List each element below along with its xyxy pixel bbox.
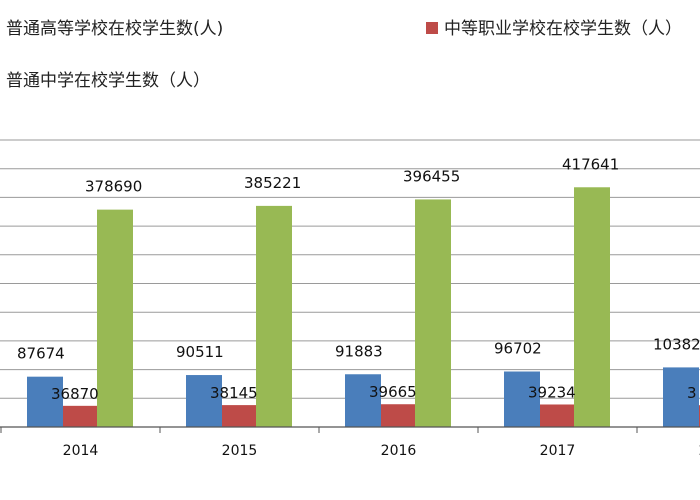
data-label: 378690	[85, 178, 142, 196]
data-label: 396455	[403, 167, 460, 185]
bars	[27, 187, 700, 427]
legend-label-middle-school: 普通中学在校学生数（人）	[6, 71, 210, 91]
bar	[186, 375, 222, 427]
x-tick-label: 2014	[63, 443, 99, 459]
data-label: 3	[687, 384, 697, 402]
x-tick-label: 2017	[540, 443, 576, 459]
bar	[222, 405, 258, 427]
legend-label-higher-education: 普通高等学校在校学生数(人)	[6, 19, 223, 39]
bar	[415, 199, 451, 427]
data-label: 39234	[528, 383, 576, 401]
bar	[97, 209, 133, 427]
data-label: 87674	[17, 345, 65, 363]
bar	[345, 374, 381, 427]
bar	[574, 187, 610, 427]
bar	[663, 367, 699, 427]
bar	[256, 205, 292, 427]
x-tick-label: 2018	[699, 443, 700, 459]
data-label: 90511	[176, 343, 224, 361]
legend-swatch-vocational	[426, 22, 438, 34]
x-tick-label: 2015	[222, 443, 258, 459]
x-tick-label: 2016	[381, 443, 417, 459]
data-label: 38145	[210, 384, 258, 402]
data-label: 417641	[562, 155, 619, 173]
legend-label-vocational: 中等职业学校在校学生数（人）	[444, 19, 682, 39]
data-label: 10382	[653, 335, 700, 353]
data-label: 91883	[335, 342, 383, 360]
bar	[540, 404, 576, 427]
value-labels: 8767436870378690905113814538522191883396…	[17, 155, 700, 403]
bar	[504, 371, 540, 427]
bar	[27, 376, 63, 427]
bar	[63, 405, 99, 427]
bar	[381, 404, 417, 427]
x-axis: 2014 2015 2016 2017 2018	[0, 426, 700, 459]
data-label: 96702	[494, 339, 542, 357]
data-label: 385221	[244, 174, 301, 192]
legend: 普通高等学校在校学生数(人) 中等职业学校在校学生数（人） 普通中学在校学生数（…	[6, 19, 682, 91]
data-label: 36870	[51, 385, 99, 403]
data-label: 39665	[369, 383, 417, 401]
